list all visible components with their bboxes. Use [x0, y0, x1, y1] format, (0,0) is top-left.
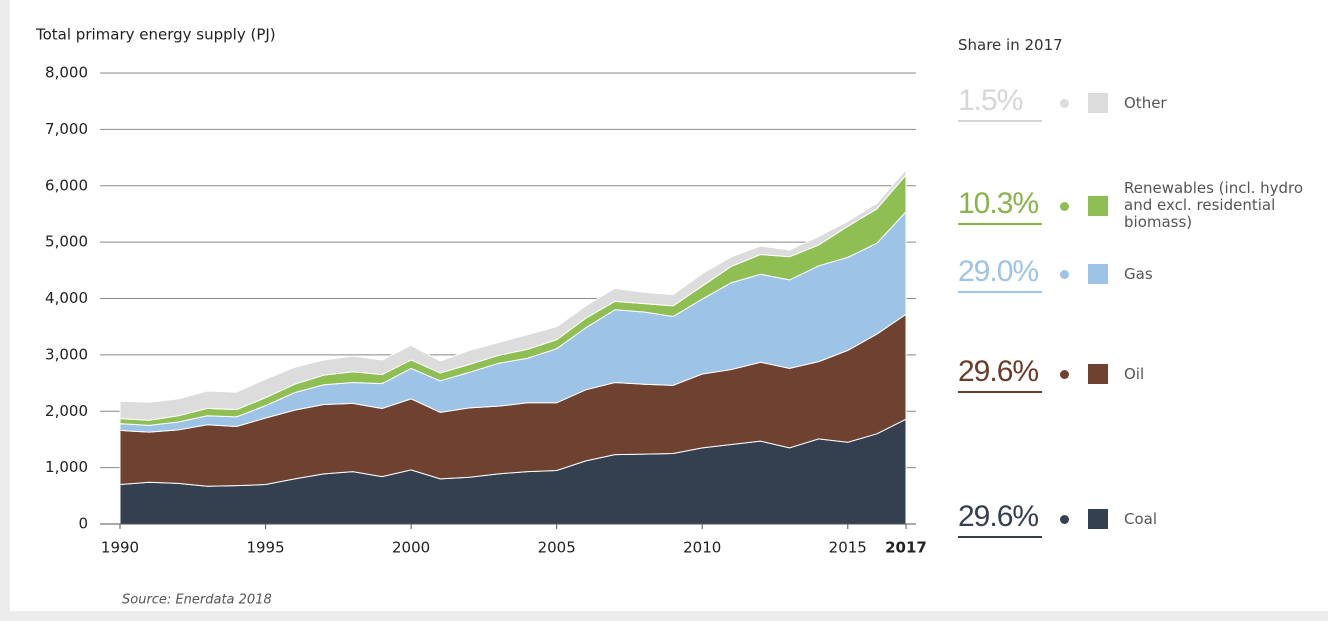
area	[119, 168, 907, 421]
y-tick-label: 1,000	[45, 458, 88, 476]
legend-name: Renewables (incl. hydro and excl. reside…	[1124, 179, 1304, 231]
legend-icon	[1052, 264, 1108, 284]
icon-dot	[1060, 370, 1069, 379]
legend-name: Coal	[1124, 509, 1158, 528]
legend-title: Share in 2017	[958, 36, 1063, 54]
legend-item: 29.6% Coal	[958, 500, 1318, 538]
legend-share: 29.6%	[958, 355, 1042, 393]
legend-swatch	[1088, 195, 1108, 216]
y-tick-label: 5,000	[45, 233, 88, 251]
x-tick-label: 2015	[829, 539, 867, 557]
legend-swatch	[1088, 509, 1108, 529]
y-tick-label: 0	[78, 515, 88, 533]
legend-share: 29.6%	[958, 500, 1042, 538]
icon-dot	[1060, 270, 1069, 279]
legend-icon	[1052, 509, 1108, 529]
x-tick-label: 2017	[885, 539, 927, 557]
legend-icon	[1052, 195, 1108, 216]
x-tick-label: 2000	[392, 539, 430, 557]
x-tick-label: 2005	[538, 539, 576, 557]
legend-icon	[1052, 93, 1108, 113]
x-tick-label: 2010	[683, 539, 721, 557]
legend-item: 1.5% Other	[958, 84, 1318, 122]
legend-share: 1.5%	[958, 84, 1042, 122]
x-tick-label: 1995	[246, 539, 284, 557]
legend-swatch	[1088, 93, 1108, 113]
bottom-edge	[0, 611, 1328, 621]
icon-dot	[1060, 201, 1069, 211]
legend-name: Gas	[1124, 264, 1153, 283]
y-axis-label: Total primary energy supply (PJ)	[35, 26, 276, 44]
y-tick-label: 4,000	[45, 289, 88, 307]
legend-share: 10.3%	[958, 187, 1042, 225]
source: Source: Enerdata 2018	[122, 593, 272, 608]
legend-name: Other	[1124, 93, 1167, 112]
icon-dot	[1060, 515, 1069, 524]
y-tick-label: 3,000	[45, 345, 88, 363]
legend-item: 10.3% Renewables (incl. hydro and excl. r…	[958, 180, 1318, 231]
legend-swatch	[1088, 264, 1108, 284]
left-edge	[0, 0, 10, 621]
legend-item: 29.6% Oil	[958, 355, 1318, 393]
y-tick-label: 2,000	[45, 402, 88, 420]
y-tick-label: 6,000	[45, 176, 88, 194]
legend-item: 29.0% Gas	[958, 255, 1318, 293]
y-tick-label: 7,000	[45, 120, 88, 138]
legend-icon	[1052, 364, 1108, 384]
y-tick-label: 8,000	[45, 64, 88, 82]
legend-share: 29.0%	[958, 255, 1042, 293]
icon-dot	[1060, 99, 1069, 108]
x-tick-label: 1990	[101, 539, 139, 557]
legend-swatch	[1088, 364, 1108, 384]
legend-name: Oil	[1124, 364, 1145, 383]
